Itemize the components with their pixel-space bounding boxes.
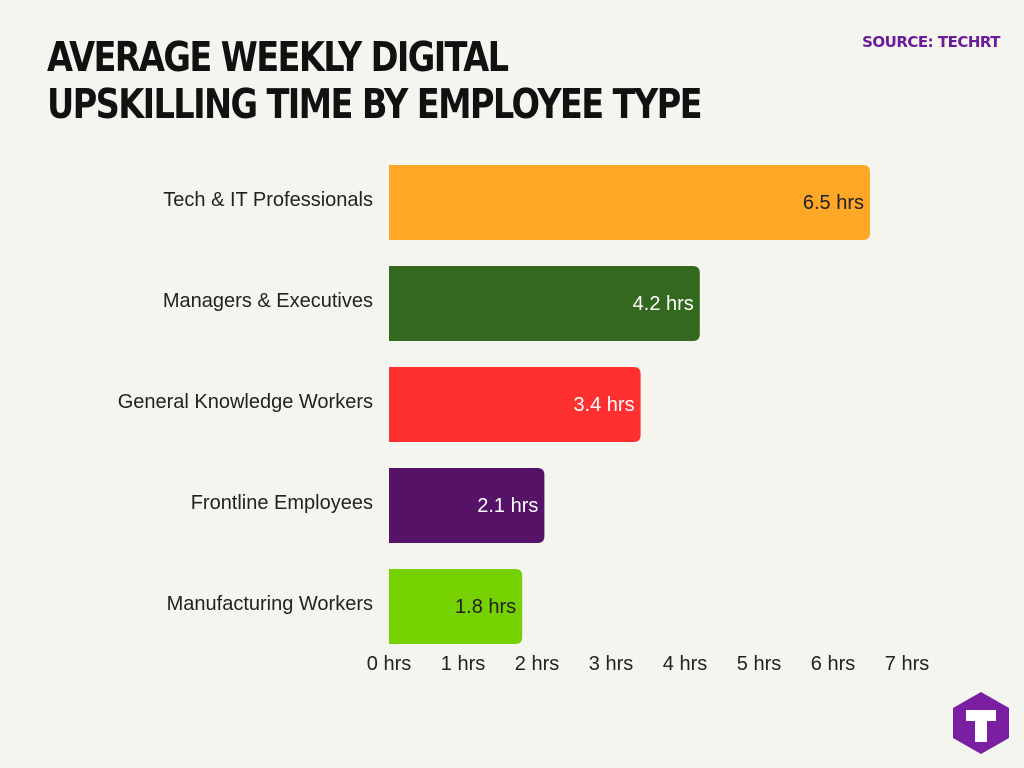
bar xyxy=(389,266,700,341)
bars-layer xyxy=(389,165,870,644)
category-labels: Tech & IT Professionals Managers & Execut… xyxy=(118,189,373,615)
x-tick-label: 6 hrs xyxy=(811,653,855,675)
category-label: Manufacturing Workers xyxy=(167,593,373,615)
bar xyxy=(389,367,641,442)
techrt-logo-icon xyxy=(953,692,1009,754)
bar xyxy=(389,165,870,240)
source-label: SOURCE: TECHRT xyxy=(862,33,1000,51)
chart-title: AVERAGE WEEKLY DIGITAL UPSKILLING TIME B… xyxy=(47,33,703,128)
category-label: Frontline Employees xyxy=(191,492,373,514)
x-axis-ticks: 0 hrs 1 hrs 2 hrs 3 hrs 4 hrs 5 hrs 6 hrs 7 hrs xyxy=(367,653,929,675)
x-tick-label: 2 hrs xyxy=(515,653,559,675)
bar xyxy=(389,468,545,543)
x-tick-label: 7 hrs xyxy=(885,653,929,675)
category-label: General Knowledge Workers xyxy=(118,391,373,413)
bar xyxy=(389,569,523,644)
value-labels: 6.5 hrs 4.2 hrs 3.4 hrs 2.1 hrs 1.8 hrs xyxy=(455,192,864,618)
category-label: Tech & IT Professionals xyxy=(163,189,373,211)
x-tick-label: 5 hrs xyxy=(737,653,781,675)
data-label: 2.1 hrs xyxy=(477,495,538,517)
data-label: 6.5 hrs xyxy=(803,192,864,214)
category-label: Managers & Executives xyxy=(163,290,373,312)
x-tick-label: 3 hrs xyxy=(589,653,633,675)
data-label: 4.2 hrs xyxy=(633,293,694,315)
x-tick-label: 4 hrs xyxy=(663,653,707,675)
x-tick-label: 0 hrs xyxy=(367,653,411,675)
data-label: 1.8 hrs xyxy=(455,596,516,618)
data-label: 3.4 hrs xyxy=(573,394,634,416)
x-tick-label: 1 hrs xyxy=(441,653,485,675)
